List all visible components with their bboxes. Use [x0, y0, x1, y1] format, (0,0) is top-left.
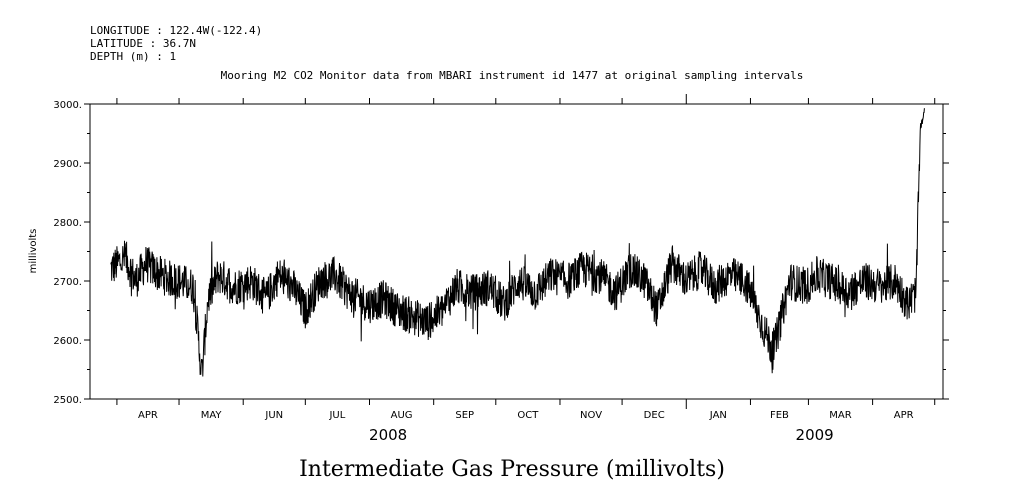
- x-tick-label: MAY: [201, 410, 223, 421]
- y-tick-label: 2700.: [53, 277, 82, 288]
- plot-frame: [89, 103, 944, 400]
- x-year-label: 2008: [369, 426, 407, 444]
- header-longitude: LONGITUDE : 122.4W(-122.4): [90, 24, 263, 37]
- x-tick-label: DEC: [644, 410, 665, 421]
- y-tick-label: 2800.: [53, 218, 82, 229]
- header-latitude: LATITUDE : 36.7N: [90, 37, 196, 50]
- x-tick-label: JUL: [328, 410, 345, 421]
- x-tick-label: JAN: [709, 410, 727, 421]
- y-tick-label: 3000.: [53, 100, 82, 111]
- header-depth: DEPTH (m) : 1: [90, 50, 177, 63]
- x-axis: APR MAY JUN JUL AUG SEP OCT NOV DEC JAN FEB MAR APR 2…: [116, 94, 936, 444]
- x-tick-label: OCT: [517, 410, 539, 421]
- x-axis-title: Intermediate Gas Pressure (millivolts): [299, 457, 725, 482]
- x-tick-label: SEP: [455, 410, 474, 421]
- x-tick-label: JUN: [264, 410, 283, 421]
- y-tick-label: 2600.: [53, 336, 82, 347]
- series-line: [110, 108, 925, 377]
- x-tick-label: NOV: [580, 410, 602, 421]
- x-tick-label: APR: [138, 410, 158, 421]
- x-year-label: 2009: [796, 426, 834, 444]
- x-tick-label: AUG: [391, 410, 413, 421]
- y-tick-label: 2500.: [53, 395, 82, 406]
- chart-title: Mooring M2 CO2 Monitor data from MBARI i…: [221, 69, 804, 82]
- x-tick-label: FEB: [770, 410, 789, 421]
- y-axis: 2500. 2600. 2700. 2800. 2900. 3000.: [53, 100, 949, 406]
- y-axis-label: millivolts: [28, 229, 39, 274]
- x-tick-label: MAR: [829, 410, 851, 421]
- y-tick-label: 2900.: [53, 159, 82, 170]
- x-tick-label: APR: [894, 410, 914, 421]
